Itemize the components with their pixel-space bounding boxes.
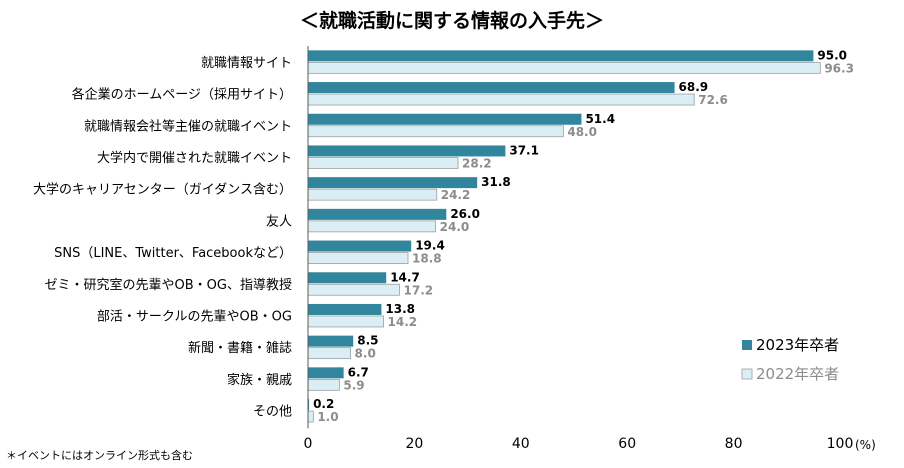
x-tick-label: 40 [512,436,530,452]
bar-2022 [307,220,437,233]
bar-2023 [308,50,814,62]
bar-2023 [308,367,344,379]
bar-2022 [307,347,351,360]
value-label-2022: 14.2 [388,315,418,329]
value-label-2023: 37.1 [509,143,539,157]
bar-2023 [308,303,382,315]
value-label-2022: 72.6 [698,93,728,107]
value-label-2022: 24.0 [440,220,470,234]
value-label-2023: 19.4 [415,239,445,253]
bar-2023 [308,113,582,125]
value-label-2023: 51.4 [585,112,615,126]
legend-swatch-2023 [742,340,752,350]
category-label: SNS（LINE、Twitter、Facebookなど） [54,246,292,261]
value-label-2022: 17.2 [404,283,434,297]
x-tick-label: 60 [618,436,636,452]
value-label-2023: 13.8 [385,302,415,316]
value-label-2022: 96.3 [824,61,854,75]
value-label-2022: 24.2 [441,188,471,202]
value-label-2022: 8.0 [355,347,376,361]
bar-2022 [307,188,438,201]
value-label-2023: 0.2 [313,397,334,411]
category-label: ゼミ・研究室の先輩やOB・OG、指導教授 [45,277,292,293]
value-label-2023: 95.0 [817,48,847,62]
x-axis: 0 20 40 60 80 100 (%) [304,46,876,452]
legend-label-2023: 2023年卒者 [756,336,839,354]
bar-2022 [307,93,695,106]
value-label-2022: 1.0 [317,410,338,424]
chart-title: ＜就職活動に関する情報の入手先＞ [300,9,604,32]
bar-2023 [308,82,675,94]
bar-2022 [307,157,459,169]
bar-2023 [308,240,412,252]
category-label: 就職情報会社等主催の就職イベント [84,118,292,134]
bar-2022 [307,61,821,74]
legend-swatch-2022 [741,368,753,380]
value-label-2023: 68.9 [679,80,709,94]
x-tick-label: 0 [304,436,313,452]
bar-2023 [308,335,354,347]
value-label-2023: 26.0 [450,207,480,221]
bar-2022 [307,252,409,264]
value-label-2023: 14.7 [390,270,420,284]
value-label-2022: 28.2 [462,156,492,170]
x-tick-label: 20 [405,436,423,452]
bar-2023 [308,272,387,284]
category-label: 家族・親戚 [227,372,292,388]
x-unit-label: (%) [855,438,876,452]
value-label-2022: 5.9 [343,378,364,392]
bar-2022 [307,125,564,138]
category-label: 部活・サークルの先輩やOB・OG [97,309,292,324]
category-label: その他 [253,405,292,420]
value-label-2022: 18.8 [412,252,442,266]
bars-layer: 就職情報サイト 95.096.3 各企業のホームページ（採用サイト） 68.972.6… [33,48,854,424]
bar-2023 [308,145,506,157]
category-label: 大学内で開催された就職イベント [97,150,292,166]
legend: 2023年卒者 2022年卒者 [741,336,839,383]
x-tick-label: 100 [827,436,854,452]
value-label-2023: 8.5 [357,334,378,348]
bar-2022 [307,315,384,328]
x-tick-label: 80 [725,436,743,452]
category-label: 友人 [266,213,292,229]
category-label: 新聞・書籍・雑誌 [188,340,292,356]
category-label: 大学のキャリアセンター（ガイダンス含む） [33,182,292,198]
category-label: 各企業のホームページ（採用サイト） [72,87,292,103]
category-label: 就職情報サイト [201,56,292,71]
legend-label-2022: 2022年卒者 [756,365,839,383]
bar-2023 [308,399,310,411]
footnote: ＊イベントにはオンライン形式も含む [6,448,193,462]
bar-2022 [307,410,314,423]
bar-2023 [308,177,478,189]
value-label-2023: 6.7 [348,365,369,379]
bar-2022 [307,283,400,296]
value-label-2022: 48.0 [567,125,597,139]
bar-2022 [307,378,340,391]
bar-2023 [308,208,447,220]
value-label-2023: 31.8 [481,175,511,189]
